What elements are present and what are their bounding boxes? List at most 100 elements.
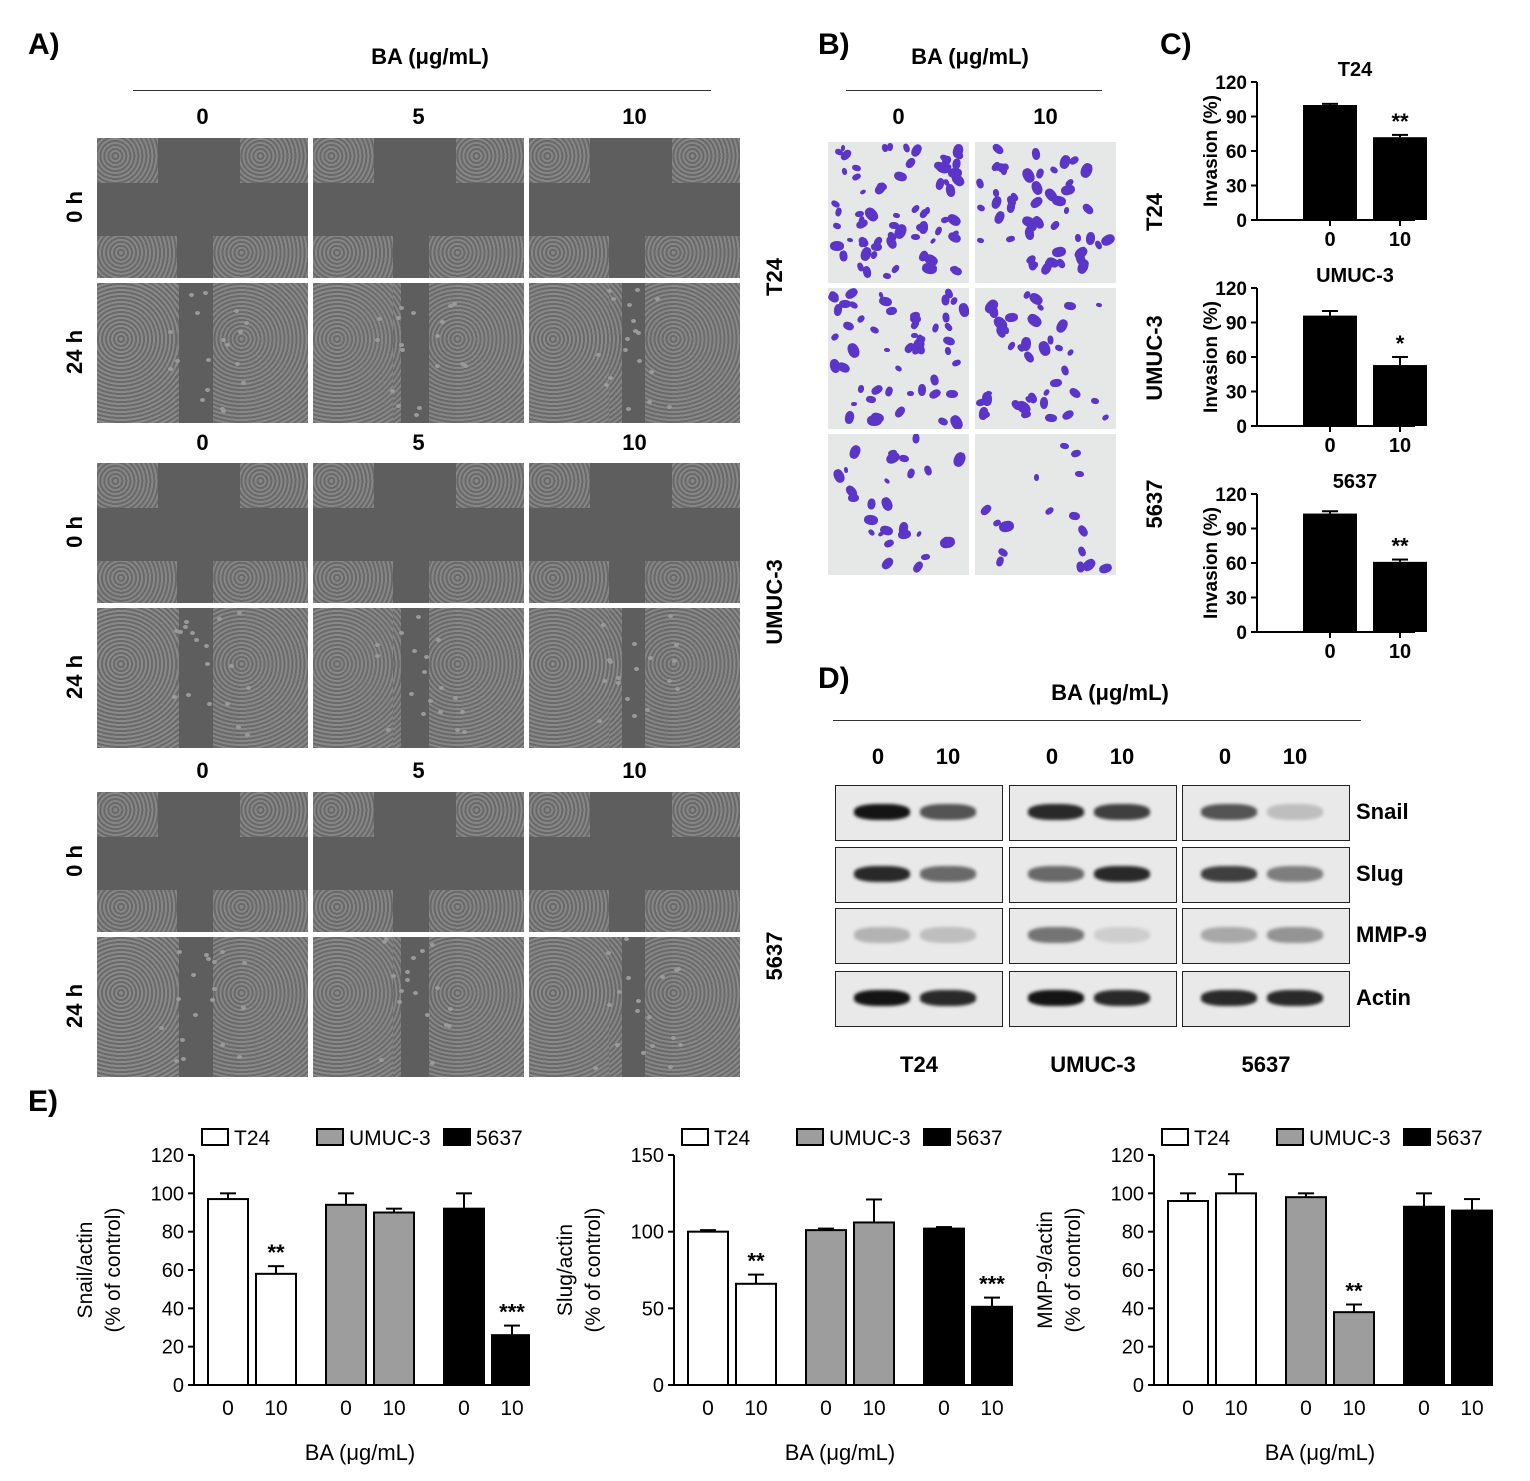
panel-b-invaded-cell — [833, 303, 843, 317]
panel-d-blot-strip — [1009, 971, 1177, 1027]
panel-a-micrograph — [313, 463, 524, 603]
panel-a-migrated-cell — [412, 649, 417, 653]
panel-b-invaded-cell — [1031, 147, 1041, 161]
panel-a-migrated-cell — [623, 348, 628, 352]
panel-e-x-tick-label: 0 — [1300, 1397, 1312, 1420]
panel-b-invaded-cell — [1049, 378, 1063, 388]
panel-a-migrated-cell — [414, 413, 419, 417]
panel-e-legend-swatch — [796, 1128, 824, 1146]
panel-a-cell-region — [645, 236, 740, 278]
panel-a-migrated-cell — [608, 660, 613, 664]
panel-a-migrated-cell — [241, 381, 246, 385]
panel-d-protein-label: Snail — [1356, 799, 1409, 824]
panel-a-migrated-cell — [405, 970, 410, 974]
panel-e-bar — [805, 1229, 847, 1386]
panel-b-invaded-cell — [945, 389, 959, 399]
panel-c-x-tick-label: 0 — [1324, 435, 1335, 457]
panel-d-cell-line-label: T24 — [900, 1052, 938, 1077]
panel-e-legend-swatch — [1403, 1128, 1431, 1146]
panel-a-cell-region — [529, 236, 609, 278]
panel-b-treatment-label: BA (μg/mL) — [911, 44, 1029, 69]
panel-a-time-label: 0 h — [62, 516, 87, 548]
panel-e-x-tick-label: 0 — [820, 1397, 832, 1420]
panel-b-invaded-cell — [1022, 349, 1036, 365]
panel-a-migrated-cell — [641, 1051, 646, 1055]
panel-d-blot-strip — [1182, 908, 1350, 964]
panel-b-invaded-cell — [1097, 562, 1114, 575]
panel-a-migrated-cell — [674, 643, 679, 647]
panel-c-y-tick-label: 0 — [1236, 623, 1247, 644]
panel-d-band — [1267, 990, 1323, 1006]
panel-c-y-tick-label: 120 — [1215, 73, 1247, 94]
panel-d-band — [1094, 804, 1150, 820]
panel-a-migrated-cell — [217, 617, 222, 621]
panel-a-migrated-cell — [462, 730, 467, 734]
panel-a-migrated-cell — [421, 712, 426, 716]
panel-e-x-axis-label: BA (μg/mL) — [1265, 1440, 1375, 1465]
panel-e-legend-swatch — [681, 1128, 709, 1146]
panel-a-migrated-cell — [455, 728, 460, 732]
panel-a-cell-region — [429, 561, 524, 603]
panel-b-invaded-cell — [1059, 442, 1070, 450]
panel-a-micrograph — [97, 792, 308, 932]
panel-a-migrated-cell — [411, 311, 416, 315]
panel-a-dose-label: 0 — [196, 104, 209, 129]
panel-e-legend-label: UMUC-3 — [1309, 1127, 1391, 1150]
panel-a-cell-region — [429, 890, 524, 932]
panel-d-blot-strip — [1009, 785, 1177, 841]
panel-b-invaded-cell — [1029, 179, 1045, 197]
panel-a-dose-label: 5 — [412, 430, 425, 455]
panel-b-invaded-cell — [1090, 397, 1100, 405]
panel-a-micrograph — [529, 283, 740, 423]
panel-a-dose-label: 0 — [196, 758, 209, 783]
panel-a-migrated-cell — [667, 679, 672, 683]
panel-a-migrated-cell — [411, 956, 416, 960]
panel-b-cell-line-label: 5637 — [1142, 479, 1167, 528]
panel-a-migrated-cell — [624, 937, 629, 941]
panel-a-migrated-cell — [655, 297, 660, 301]
panel-b-invaded-cell — [1047, 335, 1054, 345]
panel-b-invaded-cell — [1068, 511, 1081, 521]
panel-a-time-label: 0 h — [62, 845, 87, 877]
panel-c-chart-title: 5637 — [1333, 471, 1378, 493]
panel-d-protein-label: Slug — [1356, 861, 1404, 886]
panel-a-migrated-cell — [405, 978, 410, 982]
panel-e-y-tick-label: 40 — [1122, 1298, 1144, 1320]
panel-a-migrated-cell — [396, 316, 401, 320]
panel-a-cell-region — [240, 138, 308, 183]
panel-d-band — [1028, 804, 1084, 820]
panel-b-invaded-cell — [1049, 219, 1061, 232]
panel-b-invaded-cell — [885, 306, 898, 316]
panel-a-migrated-cell — [382, 940, 387, 944]
panel-a-migrated-cell — [647, 1015, 652, 1019]
panel-e-legend-label: T24 — [234, 1127, 271, 1150]
panel-c-y-tick-label: 30 — [1226, 383, 1247, 404]
panel-d-band — [1094, 990, 1150, 1006]
panel-a-migrated-cell — [617, 990, 622, 994]
panel-a-cell-region — [645, 561, 740, 603]
panel-a-migrated-cell — [377, 317, 382, 321]
panel-e-legend-label: T24 — [1194, 1127, 1231, 1150]
panel-e-x-tick-label: 0 — [1418, 1397, 1430, 1420]
panel-a-micrograph — [313, 138, 524, 278]
panel-e-bar — [1451, 1209, 1493, 1387]
panel-a-migrated-cell — [390, 389, 395, 393]
panel-a-migrated-cell — [236, 725, 241, 729]
panel-a-migrated-cell — [375, 654, 380, 658]
panel-d-treatment-label: BA (μg/mL) — [1051, 680, 1169, 705]
panel-b-invaded-cell — [1058, 153, 1072, 171]
panel-a-dose-label: 0 — [196, 430, 209, 455]
panel-b-invaded-cell — [1028, 194, 1045, 211]
panel-a-cell-region — [645, 608, 740, 748]
panel-a-migrated-cell — [178, 630, 183, 634]
panel-b-invaded-cell — [929, 373, 940, 387]
panel-a-cell-region — [97, 138, 158, 183]
panel-d-band — [1094, 927, 1150, 943]
panel-a-migrated-cell — [205, 662, 210, 666]
panel-d-band — [854, 927, 910, 943]
panel-b-invaded-cell — [933, 225, 944, 237]
panel-b-invaded-cell — [1051, 194, 1067, 208]
panel-a-migrated-cell — [168, 367, 173, 371]
panel-e-x-tick-label: 0 — [1182, 1397, 1194, 1420]
panel-b-invaded-cell — [834, 206, 843, 218]
